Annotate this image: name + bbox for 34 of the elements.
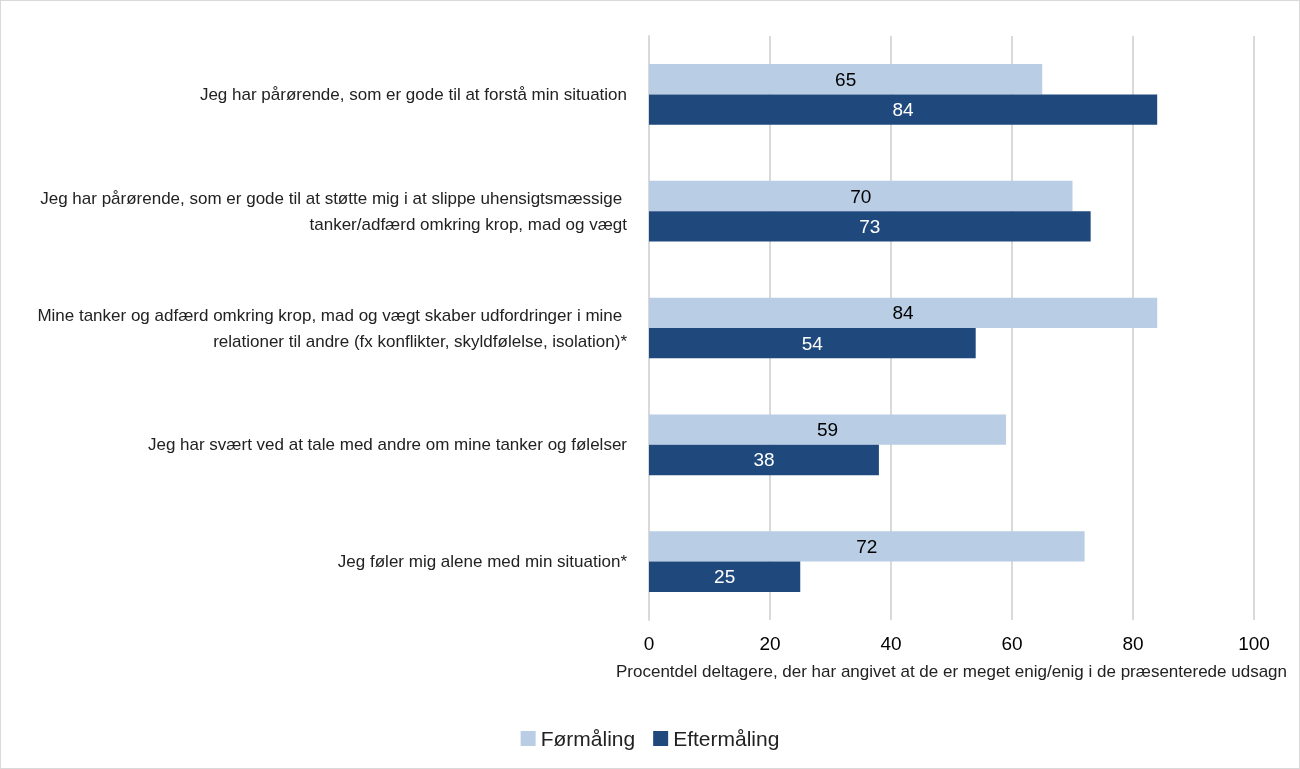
bar [649, 64, 1043, 95]
y-tick-label: Mine tanker og adfærd omkring krop, mad og vægt skaber udfordringer i mine relationer til andre (fx konflikter, skyldfølelse, isolation)* [37, 305, 628, 351]
x-tick-label: 0 [643, 633, 655, 654]
legend-label: Eftermåling [673, 727, 780, 750]
y-tick-label: Jeg føler mig alene med min situation* [337, 552, 628, 572]
y-tick-label: Jeg har svært ved at tale med andre om mine tanker og følelser [147, 435, 628, 455]
data-label: 38 [753, 449, 775, 471]
x-tick-label: 80 [1122, 633, 1144, 654]
bar [649, 297, 1158, 328]
data-label: 65 [835, 68, 857, 90]
data-label: 84 [892, 302, 915, 324]
data-label: 72 [856, 535, 878, 557]
data-label: 59 [816, 419, 839, 441]
data-label: 25 [714, 566, 736, 588]
bar [649, 211, 1091, 242]
x-tick-label: 100 [1238, 633, 1270, 654]
y-tick-label: Jeg har pårørende, som er gode til at forstå min situation [199, 84, 627, 104]
data-label: 84 [892, 99, 915, 121]
bar [649, 531, 1085, 562]
legend-label: Førmåling [540, 727, 636, 750]
data-label: 70 [850, 185, 872, 207]
data-label: 54 [801, 332, 824, 354]
x-tick-label: 60 [1001, 633, 1023, 654]
bar [649, 561, 801, 592]
bar [649, 444, 879, 476]
x-tick-label: 20 [759, 633, 781, 654]
bar [649, 414, 1006, 445]
bar [649, 94, 1158, 125]
bar [649, 180, 1073, 212]
bar [649, 328, 976, 359]
data-label: 73 [859, 215, 881, 237]
x-tick-label: 40 [880, 633, 902, 654]
y-tick-label: Jeg har pårørende, som er gode til at støtte mig i at slippe uhensigtsmæssige tanker/adfærd omkring krop, mad og vægt [40, 188, 628, 234]
x-axis-title: Procentdel deltagere, der har angivet at de er meget enig/enig i de præsenterede udsagn [615, 661, 1288, 681]
